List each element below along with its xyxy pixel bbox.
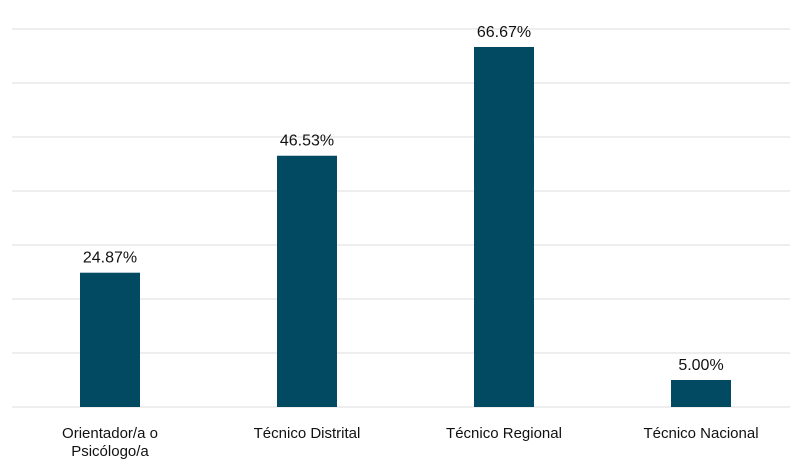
data-label: 46.53% bbox=[280, 133, 334, 150]
data-label: 5.00% bbox=[678, 357, 723, 374]
data-label: 24.87% bbox=[83, 250, 137, 267]
bar bbox=[80, 272, 140, 407]
x-tick-label: Técnico Nacional bbox=[643, 425, 759, 442]
data-label: 66.67% bbox=[477, 24, 531, 41]
bar bbox=[277, 155, 337, 407]
x-tick-label: Técnico Regional bbox=[446, 425, 562, 442]
bar bbox=[671, 380, 731, 407]
bar bbox=[474, 46, 534, 408]
x-tick-label: Orientador/a o Psicólogo/a bbox=[62, 425, 158, 460]
x-tick-label: Técnico Distrital bbox=[253, 425, 361, 442]
